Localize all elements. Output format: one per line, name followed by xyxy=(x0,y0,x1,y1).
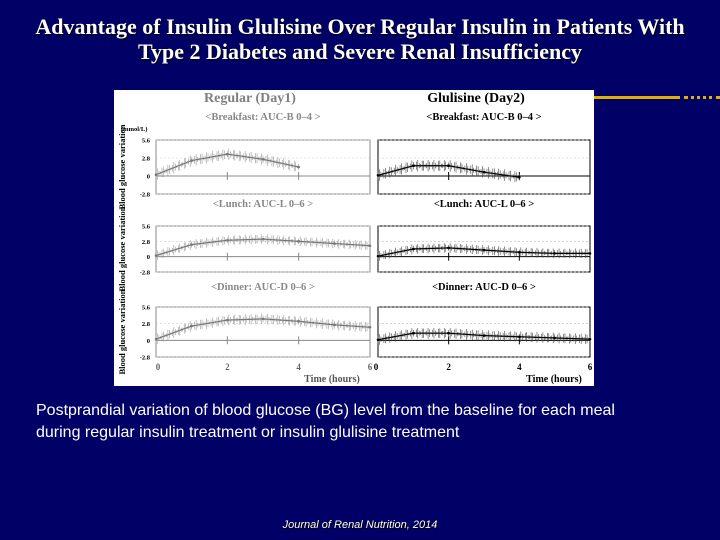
source-citation: Journal of Renal Nutrition, 2014 xyxy=(282,519,438,531)
data-point xyxy=(376,254,380,258)
x-tick-label: 6 xyxy=(588,362,593,372)
data-point xyxy=(553,336,556,340)
panel-frame-glulisine-dinner xyxy=(377,306,591,358)
y-tick-label: 2.8 xyxy=(142,156,151,163)
x-tick-label: 2 xyxy=(225,362,230,372)
y-axis-label: Blood glucose variation xyxy=(117,124,127,209)
y-tick-label: 2.8 xyxy=(142,239,151,246)
data-point xyxy=(368,325,372,329)
x-tick-label: 4 xyxy=(517,362,522,372)
data-point xyxy=(226,318,229,322)
data-point xyxy=(154,173,158,177)
data-point xyxy=(190,324,193,328)
caption: Postprandial variation of blood glucose … xyxy=(36,400,696,444)
x-axis-label-regular: Time (hours) xyxy=(304,374,360,385)
data-point xyxy=(261,157,265,161)
y-tick-label: 5.6 xyxy=(142,305,151,312)
panel-label-glulisine-breakfast: <Breakfast: AUC-B 0–4 > xyxy=(426,112,541,123)
x-tick-label: 6 xyxy=(368,362,373,372)
x-tick-label: 0 xyxy=(374,362,379,372)
caption-line-2: during regular insulin treatment or insu… xyxy=(36,424,460,441)
chart-svg: Regular (Day1) Glulisine (Day2) (mmol/L)… xyxy=(117,91,593,385)
data-point xyxy=(412,247,415,251)
data-point xyxy=(368,244,372,248)
data-point xyxy=(190,159,193,162)
title-line-2: Type 2 Diabetes and Severe Renal Insuffi… xyxy=(137,39,583,64)
panel-label-glulisine-lunch: <Lunch: AUC-L 0–6 > xyxy=(434,199,534,210)
y-tick-label: 5.6 xyxy=(142,224,151,231)
data-point xyxy=(226,238,229,242)
data-point xyxy=(261,317,265,321)
caption-line-1: Postprandial variation of blood glucose … xyxy=(36,402,615,419)
panel-label-glulisine-dinner: <Dinner: AUC-D 0–6 > xyxy=(432,282,536,293)
panel-frame-regular-breakfast xyxy=(155,139,371,195)
data-point xyxy=(518,175,521,179)
data-point xyxy=(297,165,300,169)
y-tick-label: 0 xyxy=(147,338,150,345)
data-point xyxy=(482,334,486,337)
data-point xyxy=(447,246,450,250)
data-point xyxy=(588,252,592,255)
x-tick-label: 0 xyxy=(156,362,161,372)
y-axis-label: Blood glucose variation xyxy=(117,206,127,291)
data-point xyxy=(154,337,158,341)
data-point xyxy=(190,243,193,246)
chart-figure: Regular (Day1) Glulisine (Day2) (mmol/L)… xyxy=(114,90,594,386)
data-point xyxy=(412,164,415,168)
x-tick-label: 2 xyxy=(446,362,451,372)
x-tick-label: 4 xyxy=(296,362,301,372)
y-tick-label: -2.8 xyxy=(140,355,151,362)
data-point xyxy=(333,323,336,327)
x-axis-label-glulisine: Time (hours) xyxy=(526,374,582,385)
data-point xyxy=(376,338,380,342)
column-header-glulisine: Glulisine (Day2) xyxy=(427,91,525,106)
data-point xyxy=(447,164,450,168)
y-tick-label: 2.8 xyxy=(142,321,151,328)
data-point xyxy=(482,170,486,174)
accent-line xyxy=(594,96,680,99)
data-point xyxy=(553,252,556,255)
data-point xyxy=(447,331,450,335)
y-tick-label: -2.8 xyxy=(140,192,151,199)
y-axis-label: Blood glucose variation xyxy=(117,289,127,374)
panel-label-regular-breakfast: <Breakfast: AUC-B 0–4 > xyxy=(205,112,320,123)
data-point xyxy=(482,248,486,252)
data-point xyxy=(297,319,300,323)
y-tick-label: 0 xyxy=(147,174,150,181)
panel-label-regular-lunch: <Lunch: AUC-L 0–6 > xyxy=(213,199,313,210)
y-tick-label: 0 xyxy=(147,254,150,261)
panel-label-regular-dinner: <Dinner: AUC-D 0–6 > xyxy=(211,282,315,293)
data-point xyxy=(333,242,336,245)
data-point xyxy=(518,335,521,339)
data-point xyxy=(376,174,380,177)
data-point xyxy=(261,237,265,241)
data-point xyxy=(297,240,300,243)
slide-title: Advantage of Insulin Glulisine Over Regu… xyxy=(0,14,720,64)
panel-frame-regular-dinner xyxy=(155,306,371,358)
accent-dots xyxy=(684,96,720,99)
data-point xyxy=(588,337,592,341)
data-point xyxy=(518,250,521,254)
title-line-1: Advantage of Insulin Glulisine Over Regu… xyxy=(35,14,685,39)
data-point xyxy=(226,152,229,156)
data-point xyxy=(154,254,158,257)
y-tick-label: 5.6 xyxy=(142,138,151,145)
unit-label: (mmol/L) xyxy=(121,126,147,133)
data-point xyxy=(412,331,415,335)
panel-frame-regular-lunch xyxy=(155,225,371,273)
y-tick-label: -2.8 xyxy=(140,270,151,277)
column-header-regular: Regular (Day1) xyxy=(204,91,296,106)
